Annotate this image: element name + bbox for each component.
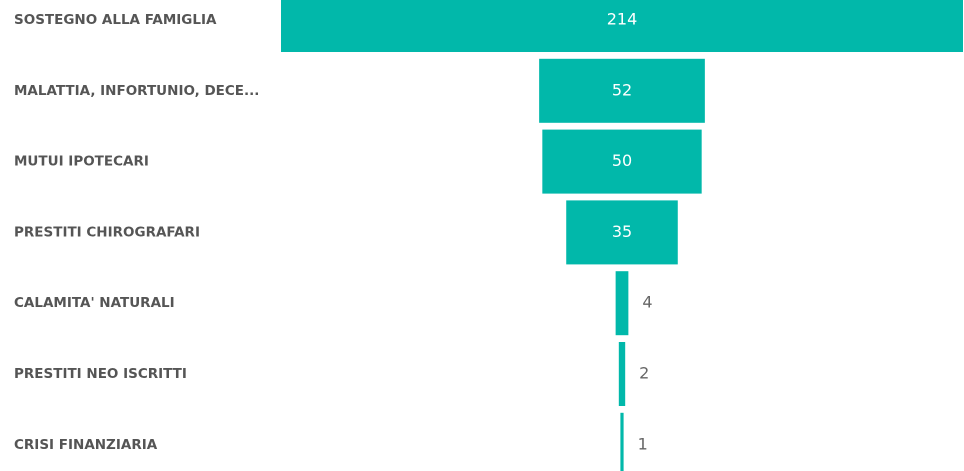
category-label: PRESTITI CHIROGRAFARI (14, 224, 200, 240)
bar (618, 342, 626, 406)
category-label: CALAMITA' NATURALI (14, 295, 175, 311)
bar (620, 412, 624, 471)
value-label: 50 (612, 151, 632, 170)
bar (615, 271, 629, 336)
bar (539, 58, 705, 123)
category-label: MALATTIA, INFORTUNIO, DECE... (14, 83, 259, 99)
category-label: MUTUI IPOTECARI (14, 154, 149, 170)
value-label: 1 (638, 434, 648, 453)
category-label: PRESTITI NEO ISCRITTI (14, 366, 187, 382)
value-label: 35 (612, 222, 632, 241)
value-label: 52 (612, 80, 632, 99)
value-label: 2 (639, 364, 649, 383)
category-label: CRISI FINANZIARIA (14, 437, 158, 453)
value-label: 4 (642, 293, 652, 312)
bar (566, 200, 678, 265)
bar (281, 0, 963, 52)
bar (542, 129, 702, 194)
value-label: 214 (607, 10, 638, 29)
category-label: SOSTEGNO ALLA FAMIGLIA (14, 12, 217, 28)
